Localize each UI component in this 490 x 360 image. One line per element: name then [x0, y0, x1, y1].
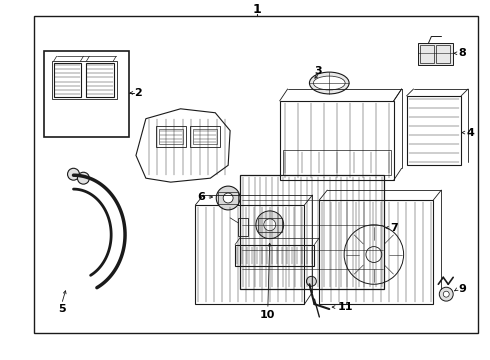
Circle shape	[443, 291, 449, 297]
Bar	[319, 200, 433, 304]
Bar	[420, 45, 434, 63]
Ellipse shape	[310, 72, 349, 94]
Bar	[86, 63, 114, 97]
Bar	[238, 218, 248, 236]
Bar	[191, 126, 220, 148]
Text: 7: 7	[391, 223, 398, 233]
Text: 5: 5	[58, 304, 65, 314]
Circle shape	[256, 211, 284, 239]
Bar	[258, 218, 282, 232]
Text: 9: 9	[458, 284, 466, 294]
Bar	[159, 129, 183, 144]
Text: 8: 8	[458, 48, 466, 58]
Bar	[194, 129, 217, 144]
Text: 11: 11	[337, 302, 353, 312]
Circle shape	[264, 219, 276, 231]
Bar	[283, 150, 391, 175]
Bar	[196, 205, 304, 304]
Bar	[436, 45, 450, 63]
Text: 6: 6	[197, 192, 205, 202]
Bar	[407, 96, 461, 165]
Circle shape	[77, 172, 89, 184]
Bar	[235, 244, 315, 266]
Bar	[218, 192, 238, 204]
Circle shape	[366, 247, 382, 262]
Polygon shape	[136, 109, 230, 182]
Bar	[156, 126, 186, 148]
Ellipse shape	[314, 76, 345, 90]
Circle shape	[223, 193, 233, 203]
Text: 3: 3	[315, 66, 322, 76]
Circle shape	[440, 287, 453, 301]
Circle shape	[216, 186, 240, 210]
Bar	[418, 43, 453, 65]
Bar	[51, 61, 117, 99]
Text: 10: 10	[260, 310, 275, 320]
Bar	[34, 15, 478, 333]
Circle shape	[306, 276, 317, 286]
Bar	[240, 175, 384, 289]
Text: 1: 1	[252, 3, 261, 16]
Bar	[280, 101, 393, 180]
Bar	[54, 63, 81, 97]
Circle shape	[68, 168, 79, 180]
Text: 2: 2	[134, 88, 142, 98]
Bar	[44, 51, 129, 136]
Text: 4: 4	[466, 127, 474, 138]
